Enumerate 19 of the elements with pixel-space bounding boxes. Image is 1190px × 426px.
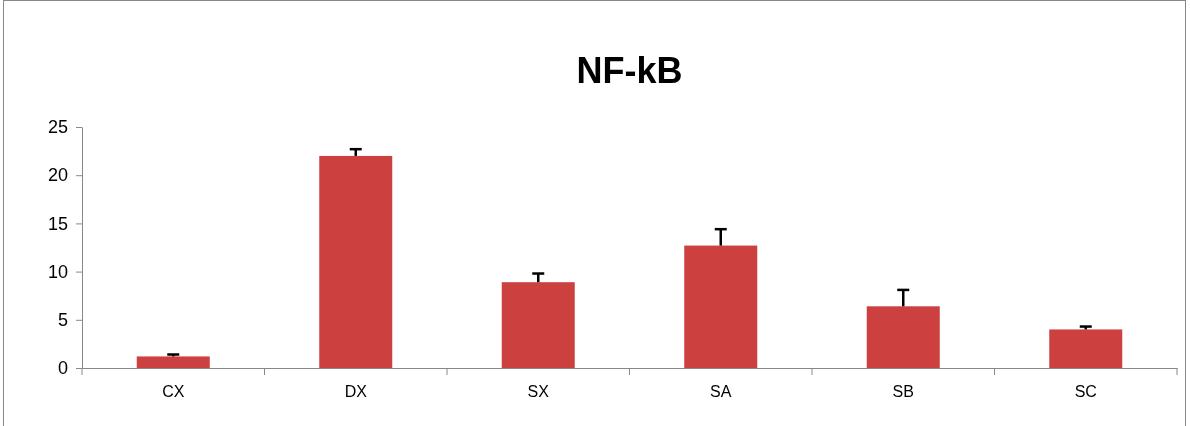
y-tick-label: 15 — [47, 213, 68, 234]
bar — [1049, 329, 1123, 368]
y-tick-label: 5 — [57, 310, 68, 331]
y-tick-label: 0 — [57, 358, 68, 379]
y-tick-label: 25 — [47, 117, 68, 138]
bar — [684, 245, 758, 368]
bar — [866, 306, 940, 368]
x-tick-label: SA — [710, 382, 732, 400]
bar — [319, 155, 393, 368]
bar — [501, 282, 575, 368]
bar — [136, 356, 210, 368]
y-tick-label: 20 — [47, 165, 68, 186]
x-tick-label: SB — [892, 382, 914, 400]
x-tick-label: SX — [527, 382, 550, 400]
chart-title: NF-kB — [576, 50, 683, 91]
y-tick-label: 10 — [47, 261, 68, 282]
x-tick-label: DX — [344, 382, 368, 400]
x-tick-label: SC — [1074, 382, 1097, 400]
x-tick-label: CX — [162, 382, 185, 400]
